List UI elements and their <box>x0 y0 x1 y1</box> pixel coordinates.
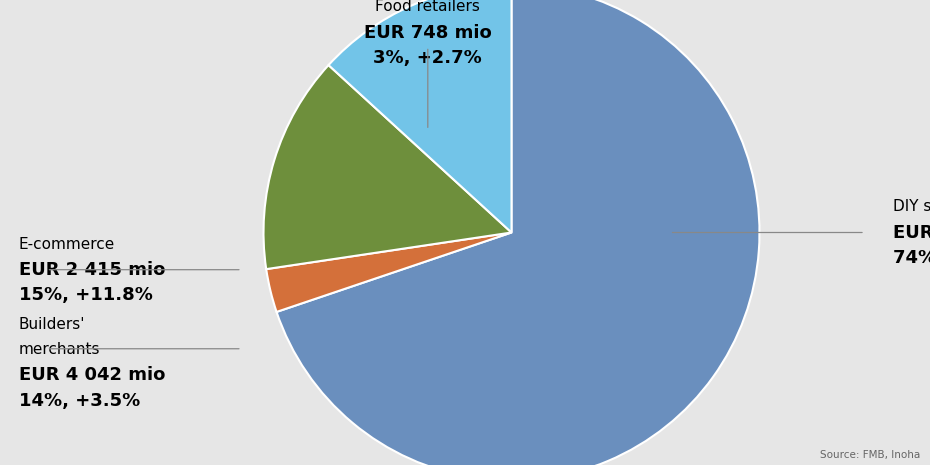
Text: E-commerce: E-commerce <box>19 237 114 252</box>
Text: EUR 4 042 mio: EUR 4 042 mio <box>19 366 165 385</box>
Text: merchants: merchants <box>19 342 100 358</box>
Text: 15%, +11.8%: 15%, +11.8% <box>19 286 153 304</box>
Wedge shape <box>276 0 760 465</box>
Text: Source: FMB, Inoha: Source: FMB, Inoha <box>820 450 921 460</box>
Text: 14%, +3.5%: 14%, +3.5% <box>19 392 140 410</box>
Wedge shape <box>263 65 512 269</box>
Wedge shape <box>266 232 512 312</box>
Text: EUR 748 mio: EUR 748 mio <box>364 24 492 41</box>
Text: 3%, +2.7%: 3%, +2.7% <box>374 49 482 67</box>
Text: EUR 2 415 mio: EUR 2 415 mio <box>19 261 165 279</box>
Text: 74%, +2.5%: 74%, +2.5% <box>893 249 930 267</box>
Wedge shape <box>328 0 512 232</box>
Text: Builders': Builders' <box>19 317 86 332</box>
Text: EUR 20 447 mio: EUR 20 447 mio <box>893 224 930 241</box>
Text: Food retailers: Food retailers <box>376 0 480 14</box>
Text: DIY stores: DIY stores <box>893 199 930 214</box>
